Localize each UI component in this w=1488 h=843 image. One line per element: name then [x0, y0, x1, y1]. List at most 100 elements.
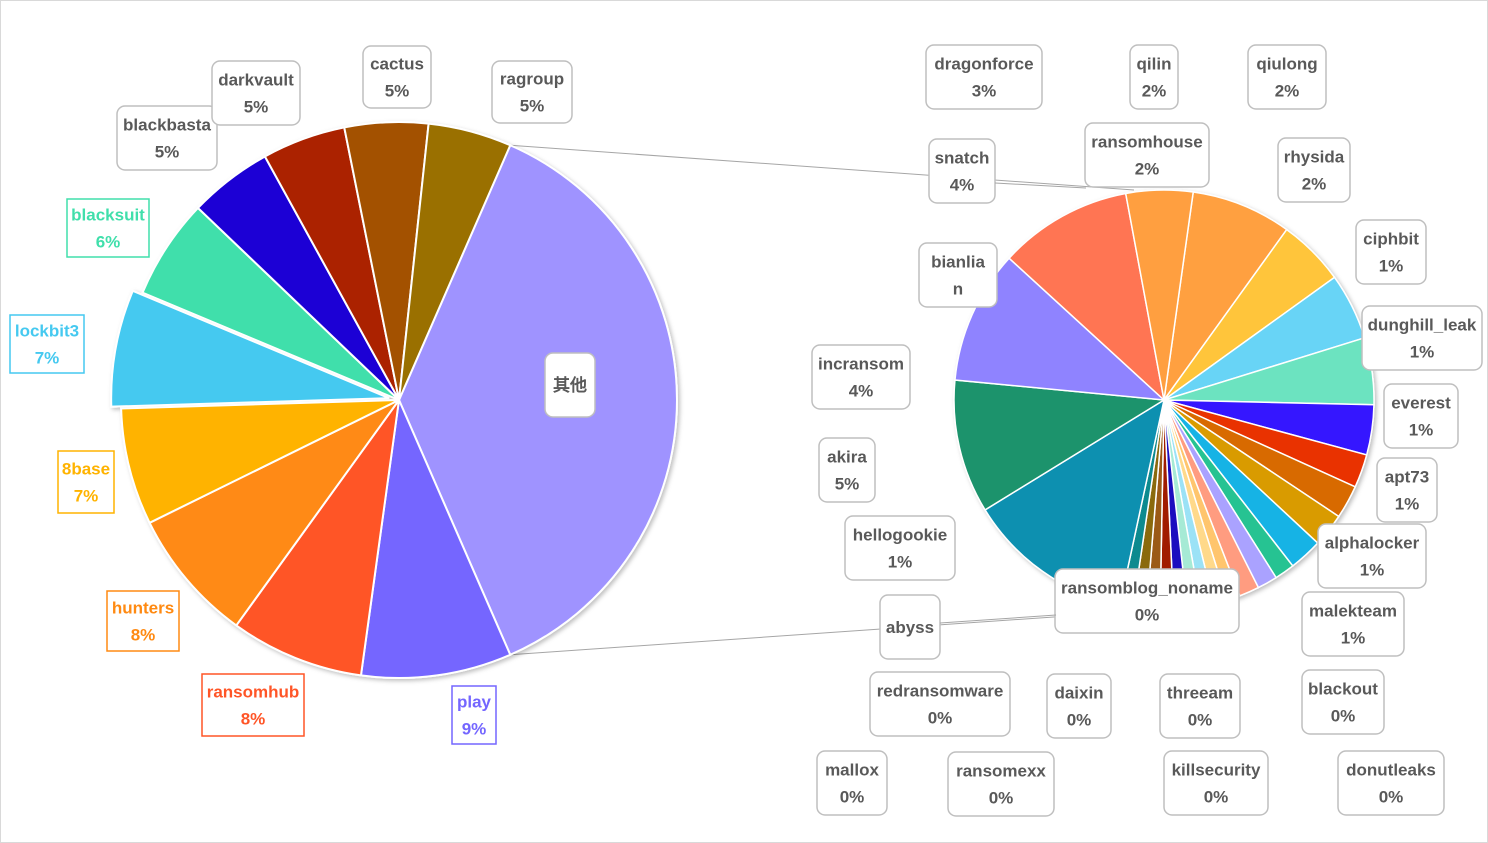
data-label-name: 8base	[62, 460, 110, 479]
data-labels: 其他play9%ransomhub8%hunters8%8base7%lockb…	[9, 44, 1483, 817]
data-label-akira: akira 5%	[818, 437, 876, 503]
data-label-snatch: snatch 4%	[928, 138, 996, 204]
data-label-box	[1084, 122, 1210, 188]
data-label-mallox: mallox 0%	[816, 750, 888, 816]
data-label-box	[106, 590, 180, 652]
data-label-name: ragroup	[500, 70, 564, 89]
data-label-box	[1355, 219, 1427, 285]
data-label-name: dragonforce	[934, 55, 1033, 74]
data-label-value: 5%	[155, 143, 180, 162]
data-label-name: rhysida	[1284, 148, 1345, 167]
data-label-qilin: qilin 2%	[1129, 44, 1179, 110]
data-label-rhysida: rhysida 2%	[1277, 137, 1351, 203]
data-label-other: 其他	[544, 352, 596, 418]
data-label-name: ciphbit	[1363, 230, 1419, 249]
data-label-name: qiulong	[1256, 55, 1317, 74]
data-label-box	[844, 515, 956, 581]
data-label-box	[816, 750, 888, 816]
slice-lockbit3	[110, 289, 390, 408]
data-label-name: play	[457, 693, 492, 712]
data-label-value: 1%	[1360, 561, 1385, 580]
data-label-abyss: abyss	[879, 594, 941, 660]
data-label-name: 其他	[553, 375, 587, 395]
slice-play	[359, 396, 512, 679]
data-label-dragonforce: dragonforce 3%	[925, 44, 1043, 110]
connector-line-top	[510, 144, 1135, 191]
data-label-ransomblog-noname: ransomblog_noname 0%	[1054, 568, 1240, 634]
data-label-box	[879, 594, 941, 660]
data-label-box	[57, 450, 115, 514]
secondary-pie	[953, 189, 1375, 611]
data-label-ciphbit: ciphbit 1%	[1355, 219, 1427, 285]
data-label-name: cactus	[370, 55, 424, 74]
data-label-value: 2%	[1142, 82, 1167, 101]
slice-other	[397, 143, 678, 657]
data-label-value: 0%	[1067, 711, 1092, 730]
data-label-box	[1046, 673, 1112, 739]
data-label-value: 0%	[1135, 606, 1160, 625]
data-label-ransomhub: ransomhub 8%	[201, 673, 305, 737]
data-label-box	[869, 671, 1011, 737]
slice-ragroup	[398, 122, 512, 401]
connector-line-bottom	[510, 609, 1155, 656]
data-label-qiulong: qiulong 2%	[1247, 44, 1327, 110]
data-label-threeam: threeam 0%	[1159, 673, 1241, 739]
data-label-value: 0%	[1331, 707, 1356, 726]
data-label-malekteam: malekteam 1%	[1301, 591, 1405, 657]
data-label-box	[928, 138, 996, 204]
data-label-box	[947, 751, 1055, 817]
data-label-alphalocker: alphalocker 1%	[1317, 523, 1427, 589]
data-label-name: threeam	[1167, 684, 1233, 703]
data-label-value: 0%	[1379, 788, 1404, 807]
data-label-name: blackbasta	[123, 116, 211, 135]
secondary-slice-bianlian	[954, 257, 1167, 401]
data-label-value: 2%	[1275, 82, 1300, 101]
data-label-name: daixin	[1054, 684, 1103, 703]
data-label-name: incransom	[818, 355, 904, 374]
connector-lines	[510, 144, 1155, 656]
leader-line-snatch	[994, 182, 1087, 189]
data-label-box	[1054, 568, 1240, 634]
data-label-blackbasta: blackbasta 5%	[116, 105, 218, 171]
data-label-hunters: hunters 8%	[106, 590, 180, 652]
data-label-cactus: cactus 5%	[362, 45, 432, 109]
data-label-value: 5%	[520, 97, 545, 116]
data-label-value: 8%	[241, 710, 266, 729]
data-label-value: 4%	[950, 176, 975, 195]
data-label-name: ransomhouse	[1091, 133, 1202, 152]
data-label-value: n	[953, 280, 963, 299]
data-label-name: apt73	[1385, 468, 1429, 487]
data-label-darkvault: darkvault 5%	[211, 60, 301, 126]
data-label-name: dunghill_leak	[1368, 316, 1477, 335]
data-label-name: qilin	[1137, 55, 1172, 74]
data-label-name: snatch	[935, 149, 990, 168]
data-label-box	[1337, 750, 1445, 816]
data-label-value: 5%	[835, 475, 860, 494]
secondary-slice-incransom	[953, 379, 1167, 511]
data-label-bianlian: bianlia n	[918, 242, 998, 308]
data-label-value: 3%	[972, 82, 997, 101]
data-label-killsecurity: killsecurity 0%	[1163, 750, 1269, 816]
data-label-box	[66, 198, 150, 258]
data-label-box	[116, 105, 218, 171]
data-label-box	[818, 437, 876, 503]
data-label-value: 4%	[849, 382, 874, 401]
slice-ransomhub	[234, 399, 400, 677]
data-label-ransomhouse: ransomhouse 2%	[1084, 122, 1210, 188]
data-label-name: ransomhub	[207, 683, 300, 702]
data-label-incransom: incransom 4%	[811, 344, 911, 410]
slice-hunters	[148, 399, 400, 627]
data-label-value: 2%	[1302, 175, 1327, 194]
data-label-dunghill-leak: dunghill_leak 1%	[1361, 305, 1483, 371]
data-label-value: 0%	[928, 709, 953, 728]
data-label-ransomexx: ransomexx 0%	[947, 751, 1055, 817]
data-label-box	[201, 673, 305, 737]
data-label-value: 5%	[244, 98, 269, 117]
data-label-box	[1301, 669, 1385, 735]
data-label-value: 0%	[989, 789, 1014, 808]
slice-8base	[120, 399, 400, 525]
data-label-box	[1317, 523, 1427, 589]
data-label-hellogookie: hellogookie 1%	[844, 515, 956, 581]
data-label-name: ransomblog_noname	[1061, 579, 1233, 598]
